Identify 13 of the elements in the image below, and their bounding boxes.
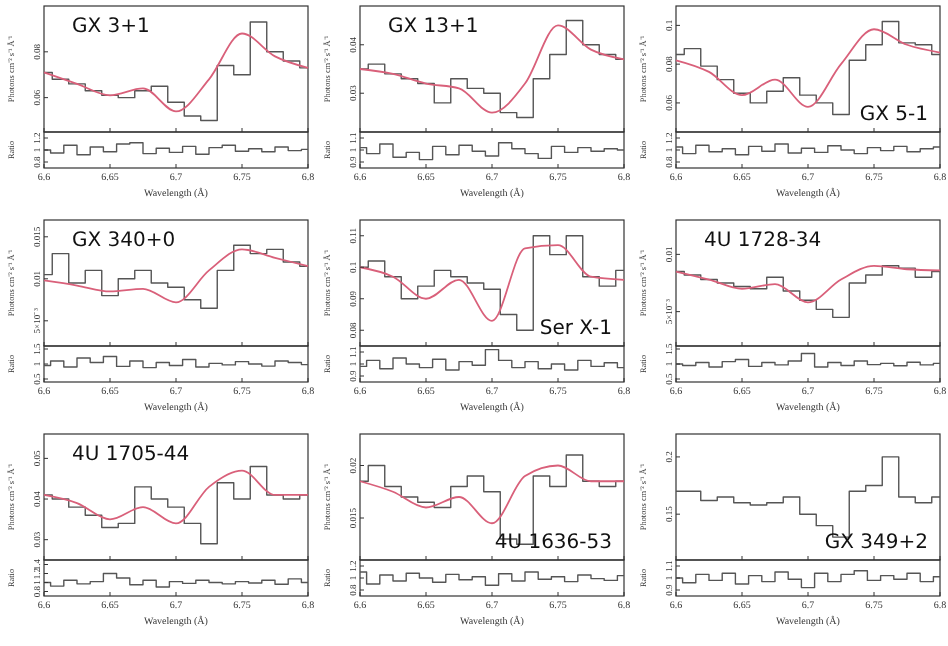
- line-series: [675, 264, 941, 304]
- line-series: [43, 32, 309, 113]
- text: GX 349+2: [824, 532, 928, 554]
- text: 4U 1705-44: [72, 444, 190, 466]
- text: 4U 1728-34: [704, 230, 822, 252]
- line-series: [359, 464, 625, 525]
- text: GX 5-1: [859, 104, 928, 126]
- line-series: [43, 469, 309, 525]
- text: GX 3+1: [72, 16, 150, 38]
- text: Ser X-1: [539, 318, 612, 340]
- text: GX 340+0: [72, 230, 176, 252]
- text: GX 13+1: [388, 16, 479, 38]
- text: 4U 1636-53: [494, 532, 612, 554]
